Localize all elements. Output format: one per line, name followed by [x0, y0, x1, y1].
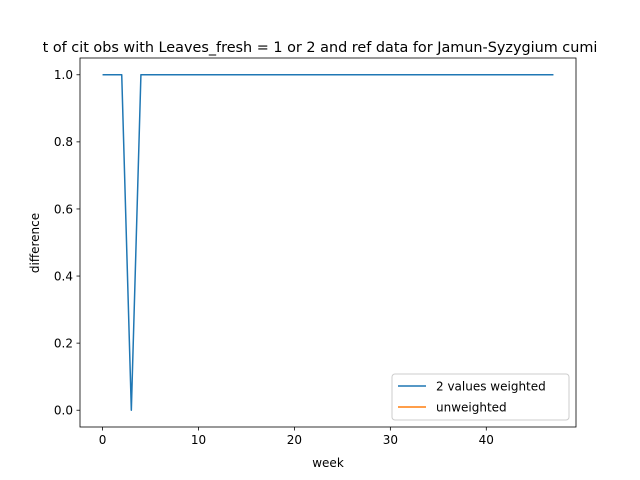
x-axis-label: week: [312, 456, 344, 470]
y-tick-label: 0.6: [54, 202, 73, 216]
plot-frame: [79, 57, 577, 428]
y-axis-label: difference: [28, 213, 42, 273]
plot-background: [80, 58, 576, 427]
y-tick-label: 0.0: [54, 404, 73, 418]
legend-box: [391, 373, 570, 421]
legend: 2 values weighted unweighted: [391, 373, 570, 421]
x-axis-ticks: 0 10 20 30 40: [99, 427, 494, 447]
y-tick-label: 0.2: [54, 336, 73, 350]
x-tick-label: 20: [287, 433, 302, 447]
x-tick-label: 0: [99, 433, 107, 447]
chart-title: t of cit obs with Leaves_fresh = 1 or 2 …: [43, 40, 598, 56]
x-tick-label: 40: [479, 433, 494, 447]
y-tick-label: 0.4: [54, 269, 73, 283]
x-tick-label: 30: [383, 433, 398, 447]
y-axis-ticks: 0.0 0.2 0.4 0.6 0.8 1.0: [54, 68, 80, 418]
y-tick-label: 0.8: [54, 135, 73, 149]
series-line-0: [102, 74, 554, 411]
y-tick-label: 1.0: [54, 68, 73, 82]
plot-area: [79, 57, 577, 428]
legend-label-1: unweighted: [436, 401, 507, 415]
x-tick-label: 10: [191, 433, 206, 447]
legend-label-0: 2 values weighted: [436, 380, 546, 394]
